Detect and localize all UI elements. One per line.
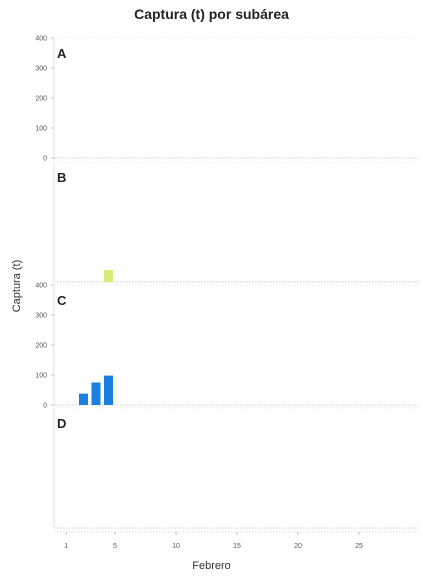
bar: [104, 270, 113, 282]
y-tick-label: 100: [35, 126, 47, 133]
panel-label: C: [57, 293, 67, 308]
bar: [104, 375, 113, 405]
y-tick-label: 200: [35, 96, 47, 103]
panel-label: D: [57, 416, 66, 431]
y-tick-label: 200: [35, 343, 47, 350]
x-tick-label: 25: [355, 543, 363, 550]
bar: [79, 393, 88, 405]
x-tick-label: 5: [113, 543, 117, 550]
y-tick-label: 300: [35, 313, 47, 320]
x-tick-label: 15: [233, 543, 241, 550]
x-tick-label: 10: [172, 543, 180, 550]
bar: [91, 382, 101, 405]
y-tick-label: 0: [43, 156, 47, 163]
panel-label: A: [57, 46, 67, 61]
y-tick-label: 300: [35, 66, 47, 73]
y-tick-label: 100: [35, 373, 47, 380]
y-tick-label: 0: [43, 403, 47, 410]
y-tick-label: 400: [35, 283, 47, 290]
x-axis-label: Febrero: [192, 560, 231, 572]
x-tick-label: 20: [294, 543, 302, 550]
x-tick-label: 1: [64, 543, 68, 550]
panel-label: B: [57, 170, 66, 185]
y-tick-label: 400: [35, 36, 47, 43]
chart-title: Captura (t) por subárea: [134, 6, 289, 22]
